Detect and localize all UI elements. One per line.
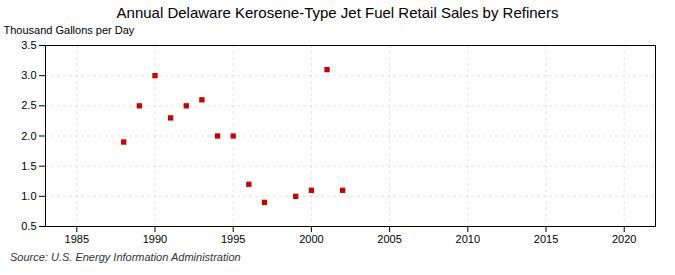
html-text:Annual Delaware Kerosene-Type: Annual Delaware Kerosene-Type Jet Fuel R… (116, 4, 559, 21)
svg-text:2020: 2020 (612, 233, 636, 245)
svg-text:2005: 2005 (377, 233, 401, 245)
svg-text:2000: 2000 (299, 233, 323, 245)
svg-text:3.0: 3.0 (21, 69, 36, 81)
svg-text:2.5: 2.5 (21, 99, 36, 111)
svg-text:Thousand Gallons per Day: Thousand Gallons per Day (4, 24, 135, 36)
svg-text:0.5: 0.5 (21, 220, 36, 232)
svg-text:2010: 2010 (456, 233, 480, 245)
svg-text:1985: 1985 (65, 233, 89, 245)
svg-text:1.0: 1.0 (21, 190, 36, 202)
svg-text:1990: 1990 (143, 233, 167, 245)
svg-text:1995: 1995 (221, 233, 245, 245)
svg-text:3.5: 3.5 (21, 39, 36, 51)
html-text:Source: U.S. Energy Informatio: Source: U.S. Energy Information Administ… (10, 251, 241, 263)
svg-text:1.5: 1.5 (21, 160, 36, 172)
svg-text:2.0: 2.0 (21, 130, 36, 142)
svg-text:2015: 2015 (534, 233, 558, 245)
